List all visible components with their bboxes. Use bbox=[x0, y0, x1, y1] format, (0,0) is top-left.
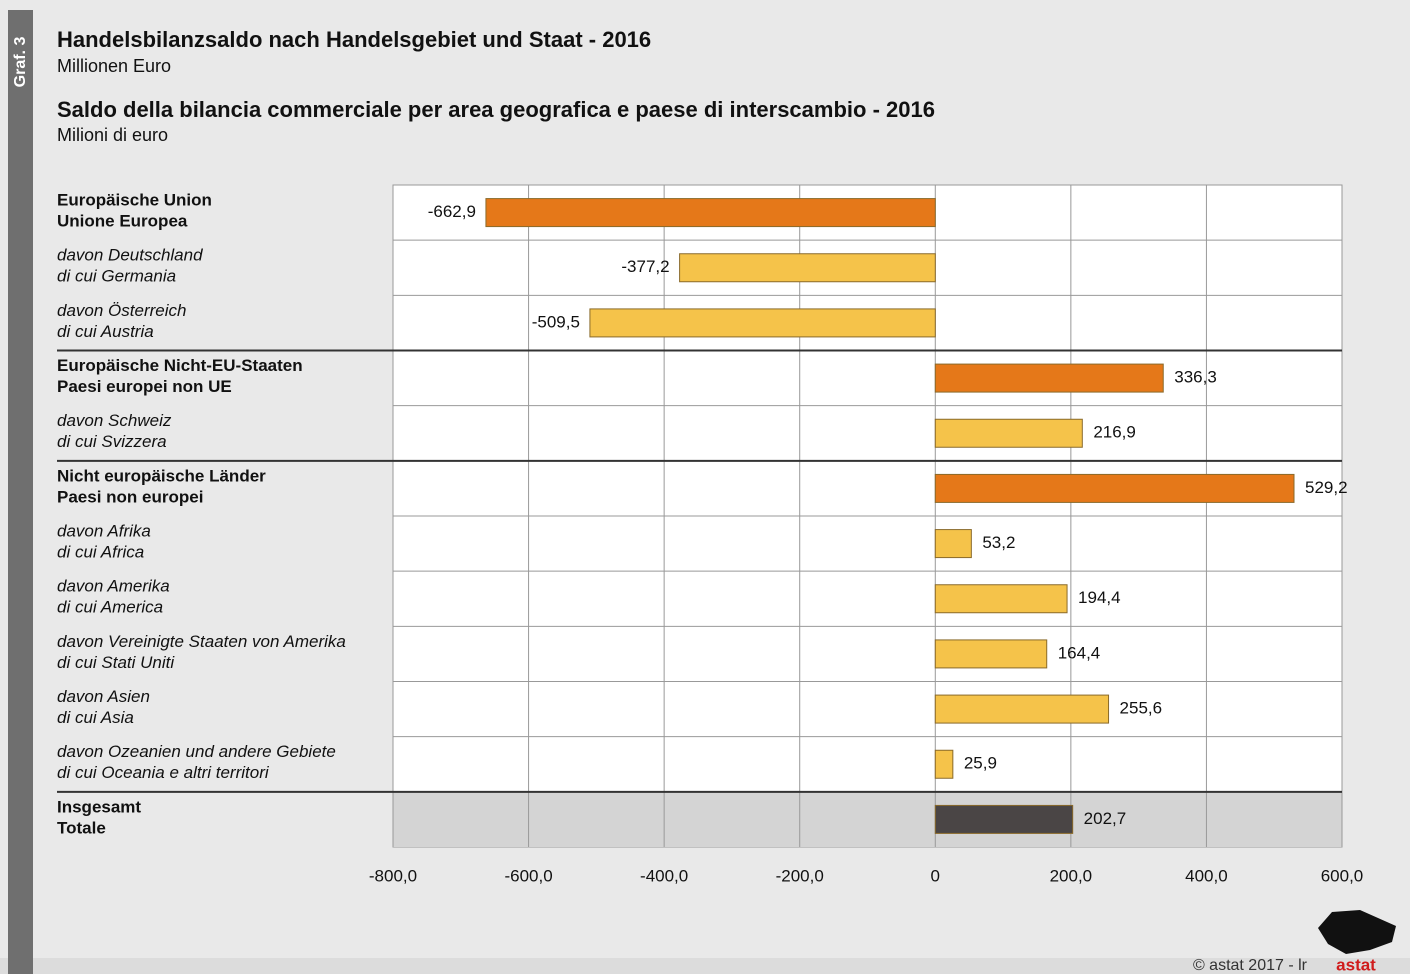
y-tick-label: di cui Svizzera bbox=[57, 432, 167, 451]
figure-label: Graf. 3 bbox=[12, 37, 29, 88]
y-tick-label: di cui Asia bbox=[57, 708, 134, 727]
bar bbox=[934, 749, 954, 779]
data-label: -509,5 bbox=[532, 312, 580, 331]
data-label: -662,9 bbox=[428, 202, 476, 221]
bar bbox=[934, 584, 1068, 614]
y-tick-label: Europäische Nicht-EU-Staaten bbox=[57, 356, 303, 375]
bar bbox=[485, 198, 936, 228]
y-tick-label: Insgesamt bbox=[57, 797, 141, 816]
bar bbox=[934, 473, 1295, 503]
data-label: 202,7 bbox=[1084, 809, 1127, 828]
x-tick-label: -800,0 bbox=[369, 866, 417, 885]
y-tick-label: davon Amerika bbox=[57, 577, 170, 596]
x-tick-label: -600,0 bbox=[504, 866, 552, 885]
bar bbox=[589, 308, 936, 338]
y-tick-label: di cui Germania bbox=[57, 267, 176, 286]
x-tick-label: 400,0 bbox=[1185, 866, 1228, 885]
bar bbox=[934, 363, 1164, 393]
bar bbox=[934, 418, 1083, 448]
x-tick-label: -400,0 bbox=[640, 866, 688, 885]
y-tick-label: Totale bbox=[57, 818, 106, 837]
y-tick-label: di cui Africa bbox=[57, 542, 144, 561]
data-label: 529,2 bbox=[1305, 478, 1348, 497]
y-tick-label: di cui Oceania e altri territori bbox=[57, 763, 270, 782]
total-row-shade bbox=[393, 791, 1342, 847]
y-tick-label: di cui Stati Uniti bbox=[57, 653, 175, 672]
y-tick-label: Europäische Union bbox=[57, 190, 212, 209]
y-tick-label: davon Asien bbox=[57, 687, 150, 706]
data-label: 53,2 bbox=[982, 533, 1015, 552]
data-label: -377,2 bbox=[621, 257, 669, 276]
side-strip bbox=[8, 10, 33, 974]
bar bbox=[934, 639, 1048, 669]
bar bbox=[934, 529, 972, 559]
y-tick-label: davon Österreich bbox=[57, 301, 186, 320]
footer-band bbox=[0, 958, 1410, 974]
x-tick-label: 0 bbox=[931, 866, 940, 885]
y-tick-label: davon Schweiz bbox=[57, 411, 172, 430]
bar bbox=[934, 804, 1074, 834]
data-label: 216,9 bbox=[1093, 423, 1136, 442]
data-label: 25,9 bbox=[964, 754, 997, 773]
footer: © astat 2017 - lr bbox=[1193, 957, 1308, 974]
y-tick-label: davon Afrika bbox=[57, 521, 151, 540]
y-tick-label: Paesi europei non UE bbox=[57, 377, 232, 396]
chart-title: Handelsbilanzsaldo nach Handelsgebiet un… bbox=[57, 27, 651, 52]
chart-title-it: Saldo della bilancia commerciale per are… bbox=[57, 97, 935, 122]
data-label: 194,4 bbox=[1078, 588, 1121, 607]
y-tick-label: di cui America bbox=[57, 598, 163, 617]
y-tick-label: Nicht europäische Länder bbox=[57, 466, 266, 485]
y-tick-label: Unione Europea bbox=[57, 211, 188, 230]
bar bbox=[679, 253, 936, 283]
y-tick-label: davon Ozeanien und andere Gebiete bbox=[57, 742, 336, 761]
data-label: 336,3 bbox=[1174, 368, 1217, 387]
logo: astat bbox=[1336, 955, 1376, 974]
y-tick-label: di cui Austria bbox=[57, 322, 154, 341]
x-tick-label: 200,0 bbox=[1050, 866, 1093, 885]
bar bbox=[934, 694, 1110, 724]
x-tick-label: -200,0 bbox=[776, 866, 824, 885]
logo-icon bbox=[1318, 910, 1396, 954]
x-tick-label: 600,0 bbox=[1321, 866, 1364, 885]
data-label: 255,6 bbox=[1120, 699, 1163, 718]
y-tick-label: davon Deutschland bbox=[57, 246, 203, 265]
y-tick-label: davon Vereinigte Staaten von Amerika bbox=[57, 632, 346, 651]
chart-subtitle: Millionen Euro bbox=[57, 56, 171, 76]
chart-subtitle-it: Milioni di euro bbox=[57, 125, 168, 145]
data-label: 164,4 bbox=[1058, 643, 1101, 662]
y-tick-label: Paesi non europei bbox=[57, 487, 203, 506]
